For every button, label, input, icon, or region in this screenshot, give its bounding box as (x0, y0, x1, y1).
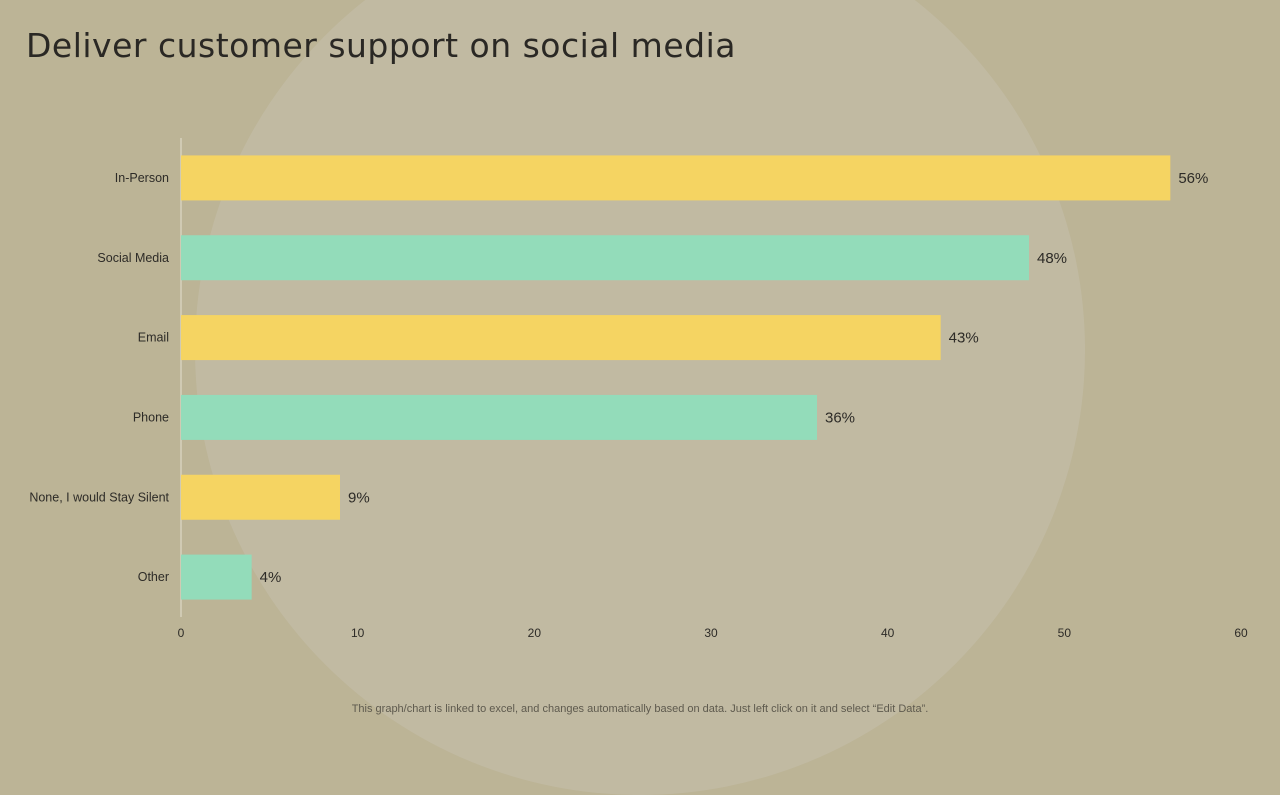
x-tick-label: 20 (528, 626, 542, 640)
data-label: 56% (1178, 170, 1208, 187)
x-tick-label: 0 (178, 626, 185, 640)
category-label: Social Media (97, 251, 169, 265)
bar-chart: In-Person 56% Social Media 48% Email 43% Phone… (29, 138, 1248, 640)
data-label: 36% (825, 409, 855, 426)
bar (181, 474, 340, 520)
footer-note: This graph/chart is linked to excel, and… (351, 703, 929, 715)
category-label: Phone (133, 410, 169, 424)
category-label: Email (138, 331, 169, 345)
x-tick-label: 10 (351, 626, 365, 640)
bar (181, 394, 817, 440)
page-title: Deliver customer support on social media (26, 26, 736, 65)
data-label: 48% (1037, 250, 1067, 267)
x-tick-label: 30 (704, 626, 718, 640)
bar (181, 315, 941, 361)
x-tick-label: 60 (1234, 626, 1248, 640)
bar (181, 155, 1171, 201)
category-label: Other (138, 570, 169, 584)
bar (181, 554, 252, 600)
data-label: 43% (949, 330, 979, 347)
category-label: In-Person (115, 171, 169, 185)
x-tick-label: 50 (1058, 626, 1072, 640)
bar (181, 235, 1029, 281)
data-label: 4% (260, 569, 282, 586)
category-label: None, I would Stay Silent (29, 490, 169, 504)
data-label: 9% (348, 489, 370, 506)
x-tick-label: 40 (881, 626, 895, 640)
